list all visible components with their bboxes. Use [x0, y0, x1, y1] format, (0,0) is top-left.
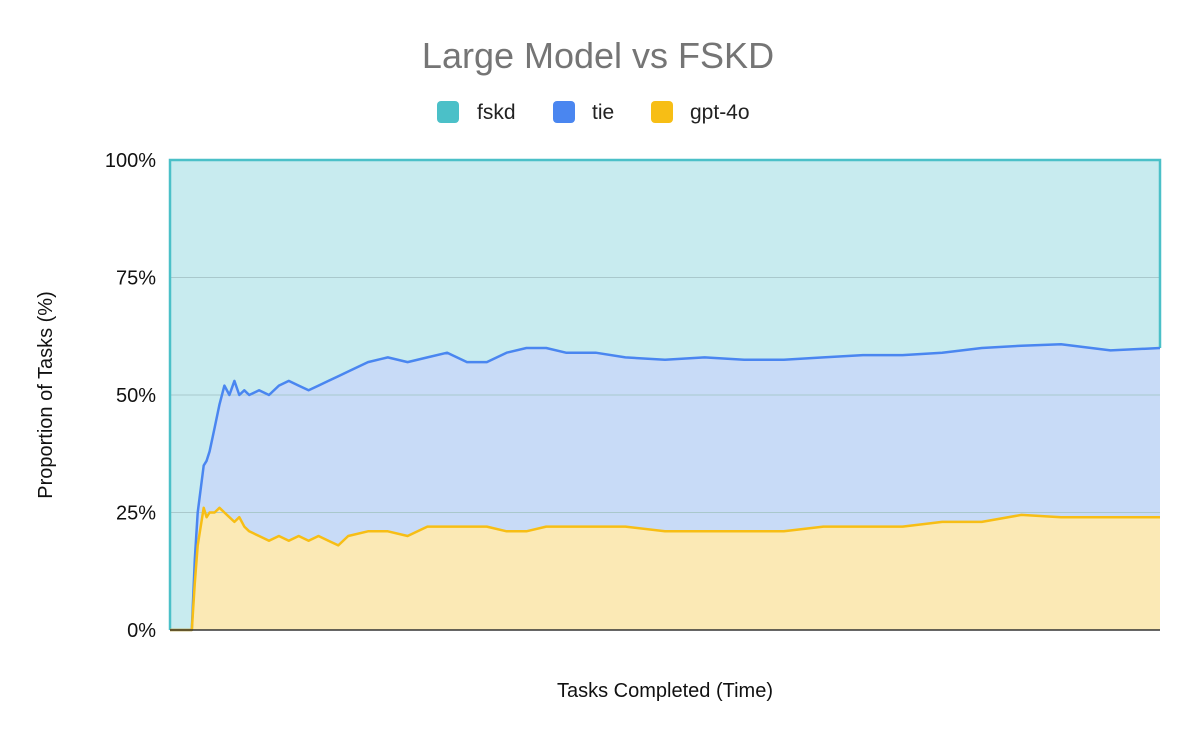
y-tick-label: 50%: [116, 385, 156, 407]
y-tick-labels: 0% 25% 50% 75% 100%: [105, 150, 156, 642]
legend-label-tie: tie: [592, 101, 614, 124]
legend-item-tie[interactable]: tie: [553, 101, 614, 124]
y-tick-label: 25%: [116, 503, 156, 525]
chart-title: Large Model vs FSKD: [422, 35, 774, 76]
legend: fskd tie gpt-4o: [437, 101, 750, 124]
x-axis-title: Tasks Completed (Time): [557, 680, 773, 702]
line-fskd: [168, 158, 1162, 630]
area-tie: [170, 344, 1160, 630]
legend-swatch-tie: [553, 101, 575, 123]
y-tick-label: 0%: [127, 620, 156, 642]
y-axis-title: Proportion of Tasks (%): [35, 291, 57, 499]
legend-label-gpt-4o: gpt-4o: [690, 101, 750, 124]
legend-swatch-fskd: [437, 101, 459, 123]
legend-item-gpt-4o[interactable]: gpt-4o: [651, 101, 750, 124]
legend-item-fskd[interactable]: fskd: [437, 101, 516, 124]
legend-swatch-gpt-4o: [651, 101, 673, 123]
legend-label-fskd: fskd: [477, 101, 516, 124]
area-gpt-4o: [170, 507, 1160, 630]
y-tick-label: 100%: [105, 150, 156, 172]
y-tick-label: 75%: [116, 268, 156, 290]
